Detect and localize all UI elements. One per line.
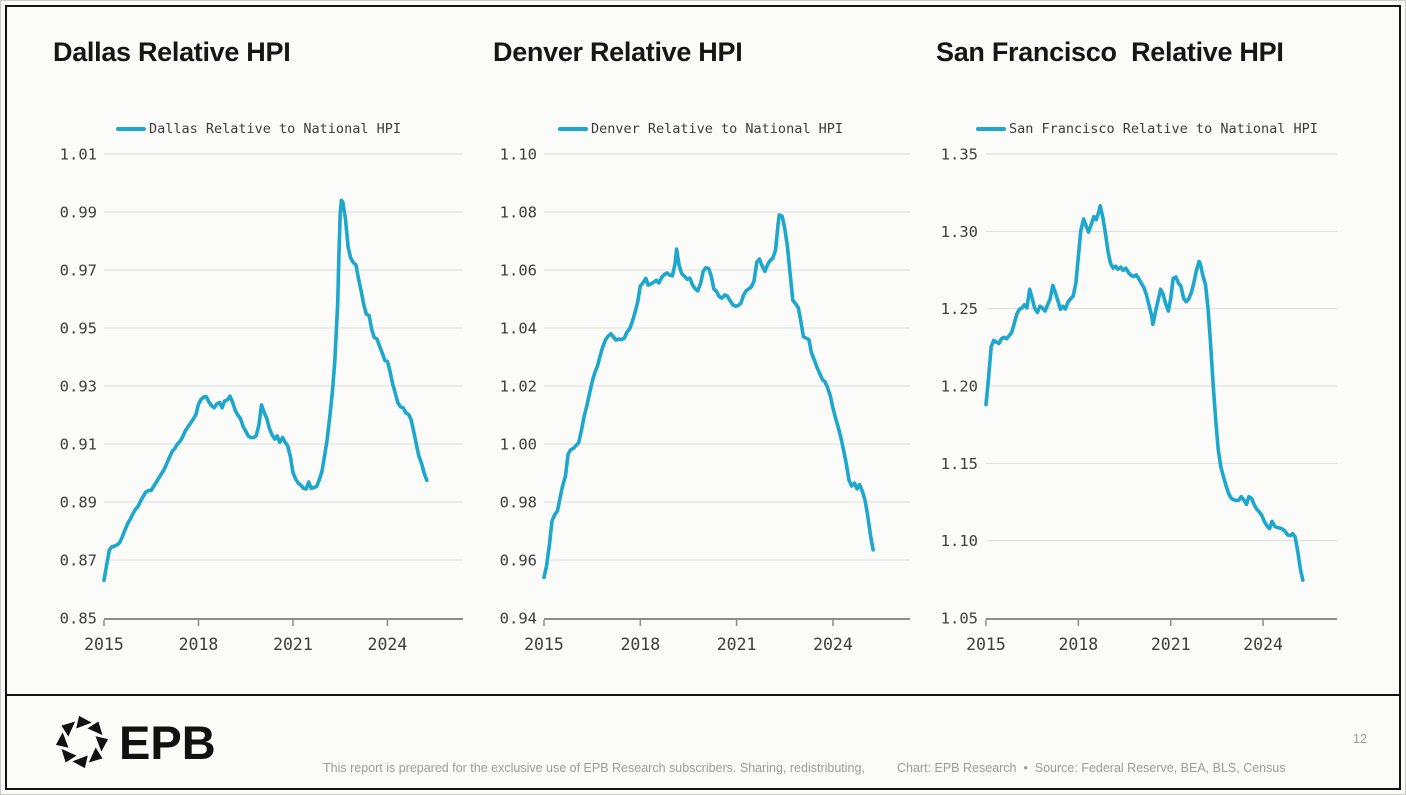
epb-logo-icon: [55, 715, 109, 769]
y-tick-label: 1.04: [500, 320, 537, 338]
legend-line-swatch: [558, 127, 588, 131]
legend-san-francisco: San Francisco Relative to National HPI: [976, 121, 1318, 137]
x-tick-label: 2018: [620, 635, 660, 654]
chart-plot-2: 1.35 1.30 1.25 1.20 1.15 1.10 1.05 2015 2018 2021…: [941, 146, 1337, 654]
legend-line-swatch: [976, 127, 1006, 131]
y-tick-label: 1.30: [941, 223, 978, 241]
logo-blade: [88, 747, 103, 763]
y-tick-label: 0.95: [60, 320, 97, 338]
logo-blade: [95, 736, 109, 752]
logo-blade: [72, 755, 88, 769]
y-tick-label: 1.10: [500, 146, 537, 164]
chart-plot-0: 1.01 0.99 0.97 0.95 0.93 0.91 0.89 0.87 0.85 2015…: [60, 146, 463, 654]
x-tick-label: 2015: [524, 635, 564, 654]
footer-divider: [6, 694, 1400, 696]
y-tick-label: 1.35: [941, 146, 978, 164]
y-tick-label: 1.25: [941, 300, 978, 318]
y-tick-label: 1.00: [500, 436, 537, 454]
chart-plot-1: 1.10 1.08 1.06 1.04 1.02 1.00 0.98 0.96 0.94 2015…: [500, 146, 910, 654]
disclaimer-text: This report is prepared for the exclusiv…: [323, 725, 865, 794]
x-tick-label: 2024: [813, 635, 853, 654]
legend-dallas: Dallas Relative to National HPI: [116, 121, 401, 137]
y-tick-label: 1.02: [500, 378, 537, 396]
x-tick-label: 2021: [717, 635, 757, 654]
x-tick-label: 2021: [1151, 635, 1191, 654]
x-tick-label: 2015: [84, 635, 124, 654]
legend-denver: Denver Relative to National HPI: [558, 121, 843, 137]
y-tick-label: 1.20: [941, 378, 978, 396]
series-line: [102, 198, 429, 583]
y-tick-label: 0.96: [500, 552, 537, 570]
page-number: 12: [1353, 732, 1367, 746]
y-tick-label: 0.98: [500, 494, 537, 512]
x-tick-label: 2015: [966, 635, 1006, 654]
legend-label: Dallas Relative to National HPI: [149, 121, 401, 137]
logo-blade: [87, 721, 103, 736]
chart-title-dallas: Dallas Relative HPI: [53, 37, 291, 67]
y-tick-label: 0.94: [500, 610, 537, 628]
x-tick-label: 2018: [179, 635, 219, 654]
y-tick-label: 1.08: [500, 204, 537, 222]
legend-label: Denver Relative to National HPI: [591, 121, 843, 137]
logo-blade: [61, 721, 76, 737]
x-tick-label: 2024: [1243, 635, 1283, 654]
y-tick-label: 1.15: [941, 455, 978, 473]
y-tick-label: 0.89: [60, 494, 97, 512]
legend-line-swatch: [116, 127, 146, 131]
y-tick-label: 1.06: [500, 262, 537, 280]
chart-title-san-francisco: San Francisco Relative HPI: [936, 37, 1284, 67]
logo-blade: [76, 715, 92, 729]
x-tick-label: 2021: [273, 635, 313, 654]
y-tick-label: 0.99: [60, 204, 97, 222]
y-tick-label: 0.91: [60, 436, 97, 454]
y-tick-label: 1.05: [941, 610, 978, 628]
credit-line-1: Chart: EPB Research • Source: Federal Re…: [897, 761, 1286, 775]
logo-blade: [55, 732, 69, 748]
logo-blade: [61, 748, 77, 763]
epb-logo: EPB: [53, 713, 216, 771]
y-tick-label: 0.87: [60, 552, 97, 570]
y-tick-label: 0.97: [60, 262, 97, 280]
series-line: [542, 213, 875, 580]
y-tick-label: 1.01: [60, 146, 97, 164]
chart-title-denver: Denver Relative HPI: [493, 37, 743, 67]
y-tick-label: 0.85: [60, 610, 97, 628]
legend-label: San Francisco Relative to National HPI: [1009, 121, 1318, 137]
y-tick-label: 1.10: [941, 532, 978, 550]
x-tick-label: 2018: [1058, 635, 1098, 654]
epb-logo-text: EPB: [119, 715, 216, 769]
disclaimer-line-1: This report is prepared for the exclusiv…: [323, 761, 865, 775]
chart-source-credit: Chart: EPB Research • Source: Federal Re…: [897, 725, 1286, 794]
series-line: [984, 204, 1305, 582]
x-tick-label: 2024: [368, 635, 408, 654]
y-tick-label: 0.93: [60, 378, 97, 396]
